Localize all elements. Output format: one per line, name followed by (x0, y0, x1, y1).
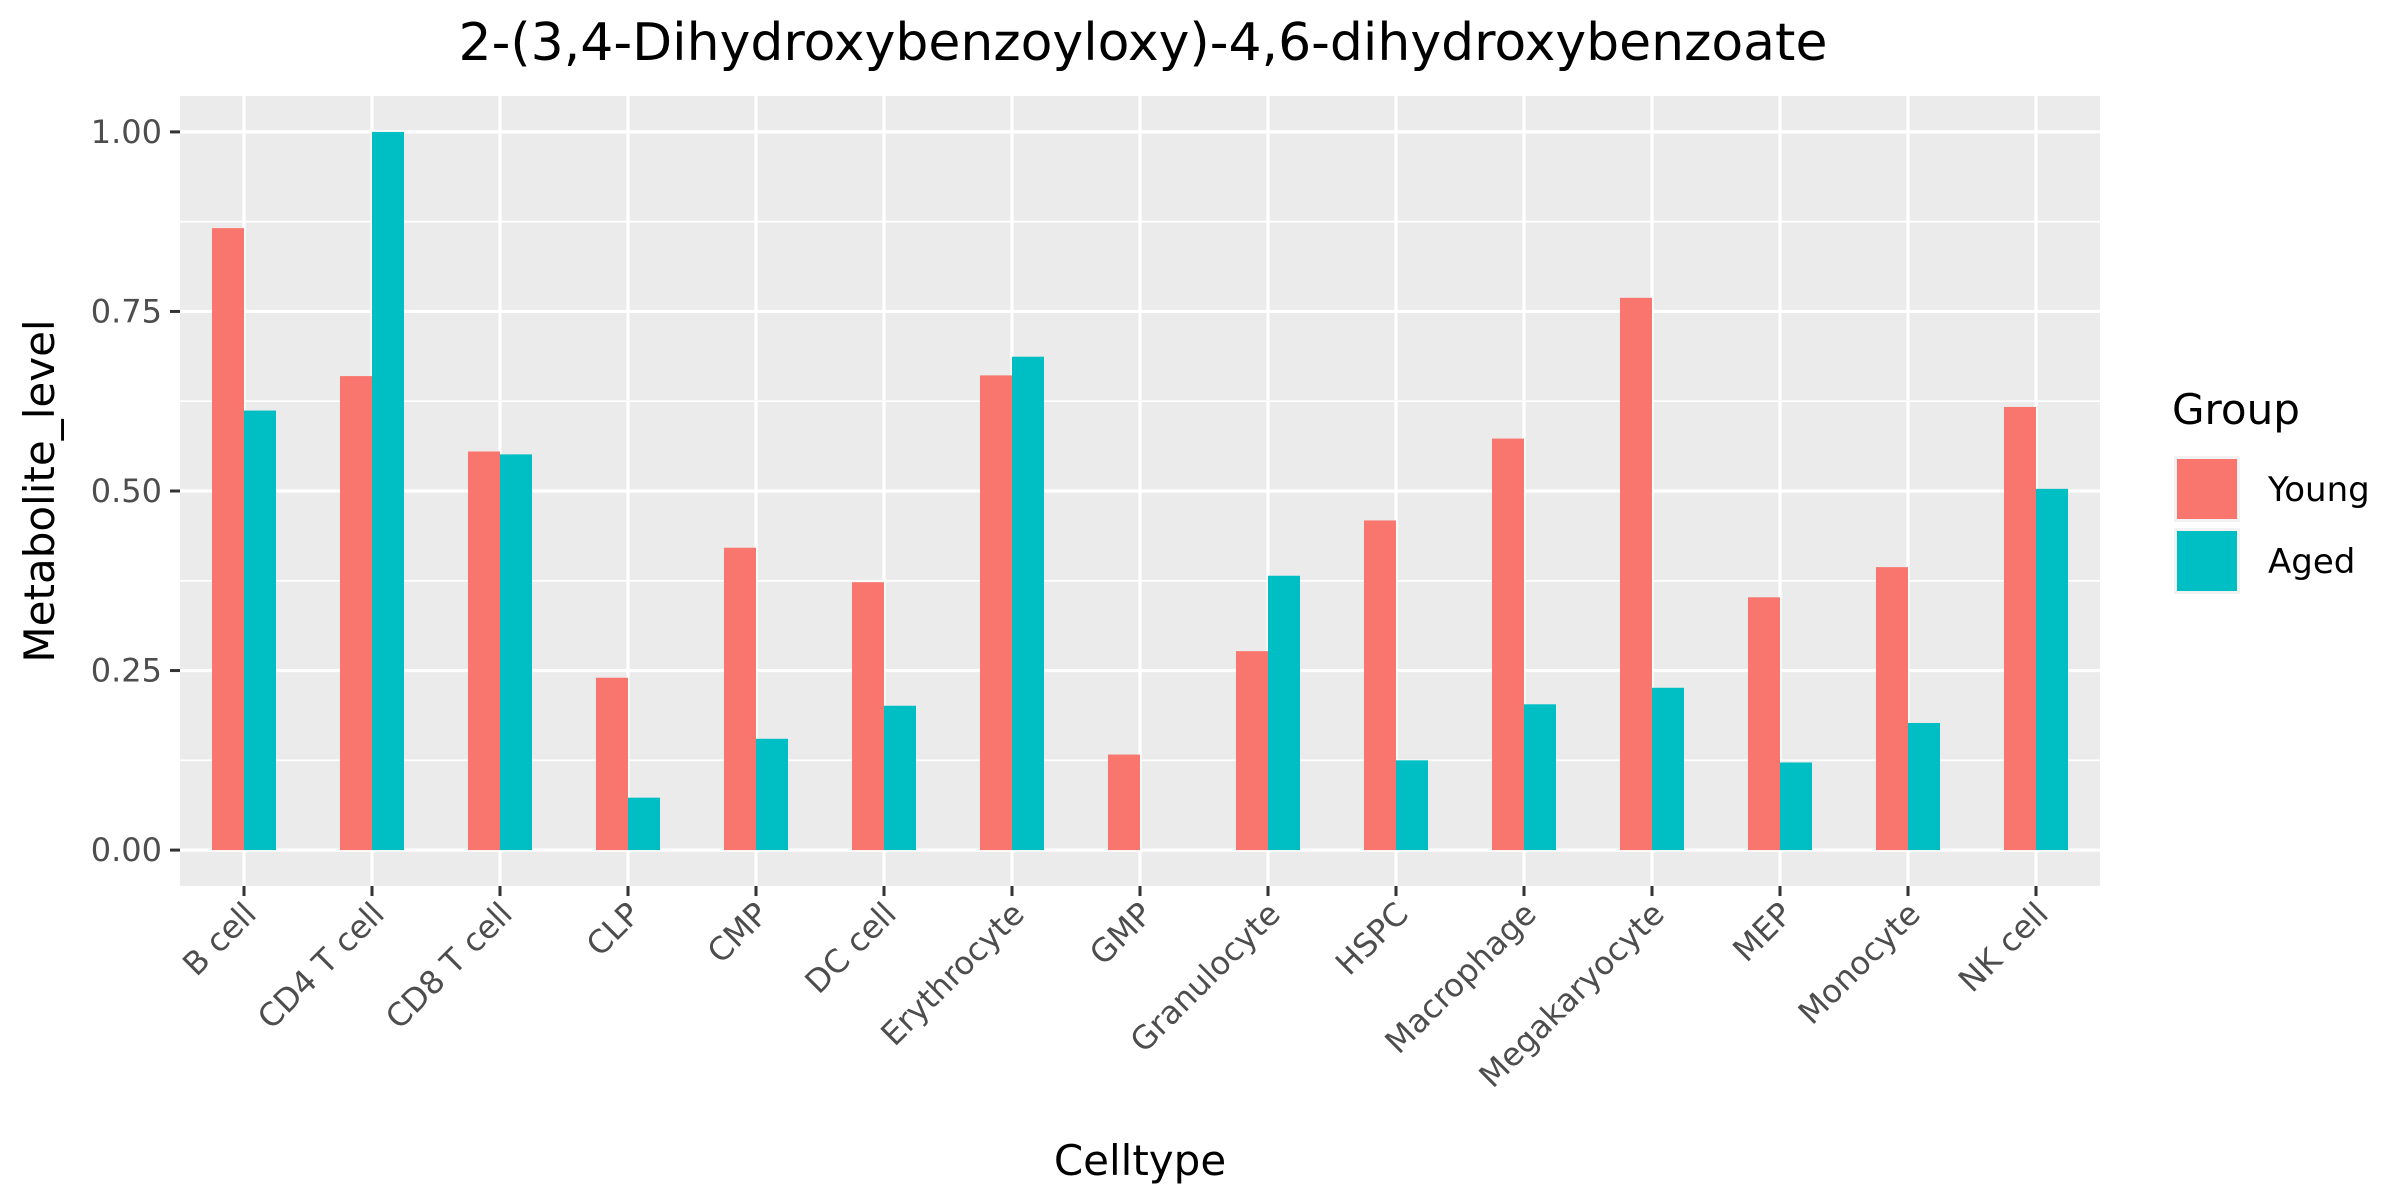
bar (244, 410, 276, 851)
bar (724, 547, 756, 851)
y-tick-label: 0.50 (91, 472, 162, 510)
bar (596, 677, 628, 851)
bar (340, 376, 372, 851)
bar (1492, 438, 1524, 851)
bar (1108, 754, 1140, 851)
bar (1012, 356, 1044, 851)
x-tick-label: GMP (1082, 895, 1160, 973)
x-axis-title: Celltype (1054, 1136, 1226, 1185)
x-tick-label: HSPC (1328, 895, 1416, 983)
bar (1908, 722, 1940, 851)
x-tick-label: DC cell (797, 895, 903, 1001)
legend-swatch (2177, 531, 2237, 591)
bar (1748, 597, 1780, 851)
bar (628, 797, 660, 851)
legend-items: Young Aged (2174, 456, 2370, 594)
bar (1876, 567, 1908, 851)
bar (1652, 687, 1684, 851)
y-tick-label: 0.75 (91, 292, 162, 330)
bar (1268, 575, 1300, 851)
x-tick-label: CLP (579, 895, 648, 964)
x-tick-label: B cell (175, 895, 264, 984)
y-tick-label: 1.00 (91, 113, 162, 151)
bar (1780, 762, 1812, 851)
x-tick-label: Monocyte (1791, 895, 1928, 1032)
legend-swatch (2177, 459, 2237, 519)
bar (2004, 406, 2036, 851)
bar (980, 375, 1012, 851)
bar (2036, 488, 2068, 851)
x-tick-label: CD4 T cell (250, 895, 392, 1037)
legend-label: Aged (2268, 542, 2355, 582)
y-tick-label: 0.25 (91, 652, 162, 690)
bar (468, 451, 500, 851)
bar (372, 131, 404, 851)
x-tick-label: NK cell (1951, 895, 2056, 1000)
bar (500, 454, 532, 851)
legend-title: Group (2172, 385, 2300, 434)
bar (756, 738, 788, 851)
x-tick-label: CD8 T cell (378, 895, 520, 1037)
chart-title: 2-(3,4-Dihydroxybenzoyloxy)-4,6-dihydrox… (459, 13, 1828, 73)
y-axis-title: Metabolite_level (15, 319, 64, 662)
bars (212, 131, 2068, 851)
bar (212, 228, 244, 851)
x-tick-label: CMP (700, 895, 776, 971)
bar (1364, 520, 1396, 851)
bar (884, 705, 916, 851)
legend-label: Young (2267, 470, 2370, 510)
bar (1524, 704, 1556, 851)
bar (1236, 651, 1268, 851)
y-tick-label: 0.00 (91, 831, 162, 869)
x-tick-label: MEP (1725, 895, 1799, 969)
bar (1620, 297, 1652, 851)
bar (1396, 760, 1428, 851)
legend: Group Young Aged (2172, 385, 2370, 594)
bar (852, 582, 884, 851)
